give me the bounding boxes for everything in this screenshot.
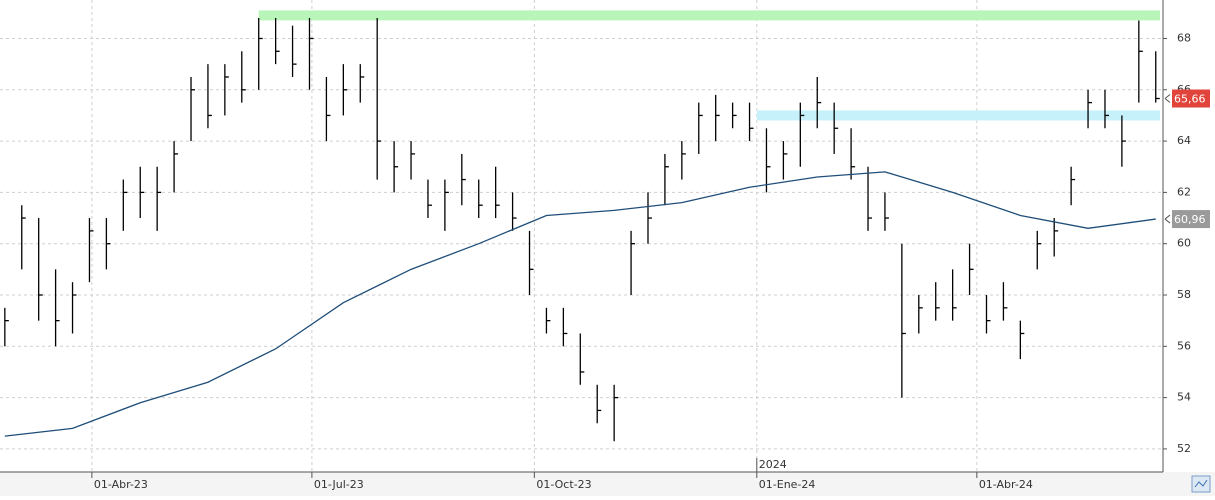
y-tick-label: 62 <box>1177 185 1191 198</box>
moving-average-line <box>4 171 1156 437</box>
last-value-arrow <box>1164 94 1171 103</box>
x-tick-label: 01-Oct-23 <box>536 478 591 491</box>
last-value-box <box>1172 210 1210 229</box>
x-axis-area <box>0 472 1215 496</box>
last-value-label: 60,96 <box>1174 213 1206 226</box>
y-tick-label: 52 <box>1177 442 1191 455</box>
x-tick-label: 01-Jul-23 <box>314 478 364 491</box>
last-value-label: 65,66 <box>1174 93 1206 106</box>
level-band <box>756 110 1160 121</box>
y-tick-label: 58 <box>1177 288 1191 301</box>
y-tick-label: 64 <box>1177 134 1191 147</box>
settings-icon-glyph <box>1194 479 1208 488</box>
x-tick-label: 01-Abr-24 <box>979 478 1033 491</box>
last-value-arrow <box>1164 214 1171 224</box>
level-band <box>258 10 1160 21</box>
y-tick-label: 68 <box>1177 31 1191 44</box>
year-label: 2024 <box>759 458 787 471</box>
x-tick-label: 01-Abr-23 <box>94 478 148 491</box>
y-tick-label: 54 <box>1177 391 1191 404</box>
last-value-box <box>1172 89 1210 108</box>
y-tick-label: 56 <box>1177 339 1191 352</box>
y-tick-label: 60 <box>1177 237 1191 250</box>
x-tick-label: 01-Ene-24 <box>759 478 816 491</box>
